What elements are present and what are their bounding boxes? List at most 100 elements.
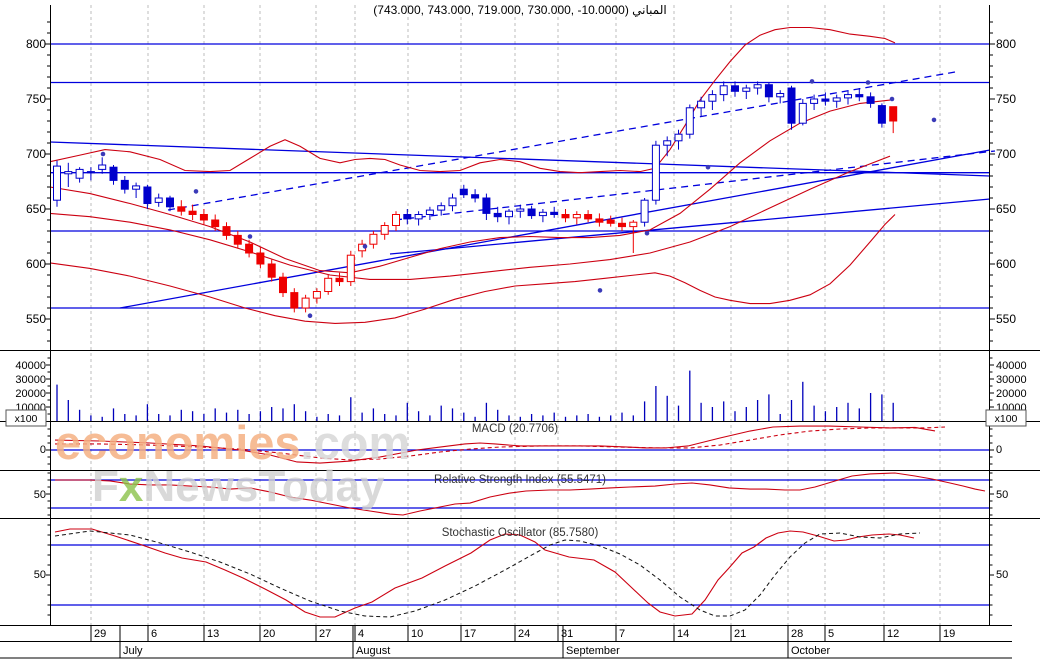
candle-body <box>810 98 819 104</box>
candle-body <box>877 105 886 124</box>
rsi-panel <box>50 472 990 516</box>
stochastic-tick-label: 50 <box>996 569 1008 581</box>
candle-body <box>448 197 457 207</box>
candle-body <box>787 87 796 124</box>
volume-multiplier-box <box>5 409 47 427</box>
sar-dot <box>705 164 711 170</box>
candle-body <box>505 210 513 218</box>
candle-body <box>832 97 841 102</box>
candle-body <box>764 84 773 98</box>
sar-dot <box>362 244 368 249</box>
candle-body <box>392 214 400 226</box>
price-tick-label: 550 <box>26 312 46 326</box>
chart-overlay: economies.com FxNewsToday (743.000, 743.… <box>5 3 1027 539</box>
chart-title: (743.000, 743.000, 719.000, 730.000, -10… <box>373 3 666 17</box>
bollinger-upper-band <box>49 26 896 174</box>
candle-body <box>233 234 242 245</box>
sar-dot <box>644 230 650 236</box>
date-label: 10 <box>411 628 423 640</box>
watermark-f: F <box>92 462 119 511</box>
date-label: 24 <box>518 628 530 640</box>
bollinger-curves <box>49 26 896 324</box>
candle-body <box>459 188 468 196</box>
sar-dot <box>809 79 815 84</box>
date-label: 17 <box>464 628 476 640</box>
price-tick-label: 800 <box>26 37 46 51</box>
candle-body <box>425 209 434 216</box>
rsi-label: Relative Strength Index (55.5471) <box>434 474 606 486</box>
sar-dot <box>597 288 603 293</box>
volume-tick-label: 40000 <box>15 360 46 372</box>
candle-body <box>188 210 197 215</box>
date-label: 20 <box>263 628 275 640</box>
watermark-rest: NewsToday <box>143 462 385 511</box>
candle-body <box>651 144 660 201</box>
price-tick-label: 600 <box>26 257 46 271</box>
candle-body <box>290 292 299 309</box>
date-label: 27 <box>319 628 331 640</box>
candle-body <box>776 93 785 98</box>
moving-average-slow <box>49 155 891 280</box>
candle-body <box>527 208 536 217</box>
price-tick-label: 550 <box>996 312 1016 326</box>
candle-body <box>685 107 694 135</box>
candle-body <box>482 197 491 214</box>
price-lines <box>49 43 996 309</box>
watermark-brand: economies.com <box>55 416 410 469</box>
candle-body <box>301 297 310 309</box>
candle-body <box>312 291 321 299</box>
sar-dots <box>100 79 937 319</box>
candle-body <box>844 94 852 99</box>
candle-body <box>606 219 615 224</box>
stochastic-d-line <box>54 530 921 618</box>
price-tick-label: 800 <box>996 37 1016 51</box>
candle-body <box>674 133 683 142</box>
sar-dot <box>193 189 199 194</box>
date-label: 5 <box>828 628 834 640</box>
candle-body <box>584 214 593 220</box>
candle-body <box>708 94 717 102</box>
trendline-solid <box>389 198 991 255</box>
trendline-dashed <box>167 71 956 211</box>
volume-multiplier-left: x100 <box>5 409 47 427</box>
volume-bars <box>56 370 894 421</box>
candle-body <box>256 252 265 265</box>
volume-tick-label: 20000 <box>15 388 46 400</box>
volume-multiplier-text: x100 <box>995 413 1018 425</box>
candle-body <box>629 221 638 228</box>
candle-body <box>889 106 898 122</box>
macd-panel <box>50 425 990 464</box>
candle-body <box>798 102 807 124</box>
candle-body <box>719 85 728 96</box>
date-label: 7 <box>619 628 625 640</box>
candle-body <box>414 214 423 220</box>
candle-body <box>697 100 706 109</box>
candle-body <box>53 165 61 201</box>
price-tick-label: 750 <box>26 92 46 106</box>
date-label: 14 <box>677 628 689 640</box>
sar-dot <box>307 313 313 319</box>
month-label: July <box>123 645 143 657</box>
sar-dot <box>865 80 871 85</box>
candle-body <box>640 199 649 223</box>
candle-body <box>753 84 762 89</box>
sar-dot <box>931 117 937 123</box>
sar-dot <box>100 151 106 157</box>
stochastic-panel <box>50 528 990 618</box>
stochastic-label: Stochastic Oscillator (85.7580) <box>442 527 599 539</box>
volume-tick-label: 40000 <box>996 360 1027 372</box>
bollinger-lower-band <box>49 214 896 324</box>
price-tick-label: 650 <box>26 202 46 216</box>
candle-body <box>98 164 107 170</box>
volume-multiplier-right: x100 <box>985 409 1027 427</box>
candle-body <box>267 263 276 278</box>
candle-body <box>595 218 604 223</box>
price-tick-label: 700 <box>996 147 1016 161</box>
candle-body <box>550 211 559 216</box>
price-tick-label: 650 <box>996 202 1016 216</box>
candle-body <box>866 96 875 104</box>
month-label: September <box>566 645 620 657</box>
rsi-tick-label: 50 <box>996 489 1008 501</box>
watermark-suffix-text: .com <box>301 416 411 469</box>
rsi-line <box>55 472 986 516</box>
